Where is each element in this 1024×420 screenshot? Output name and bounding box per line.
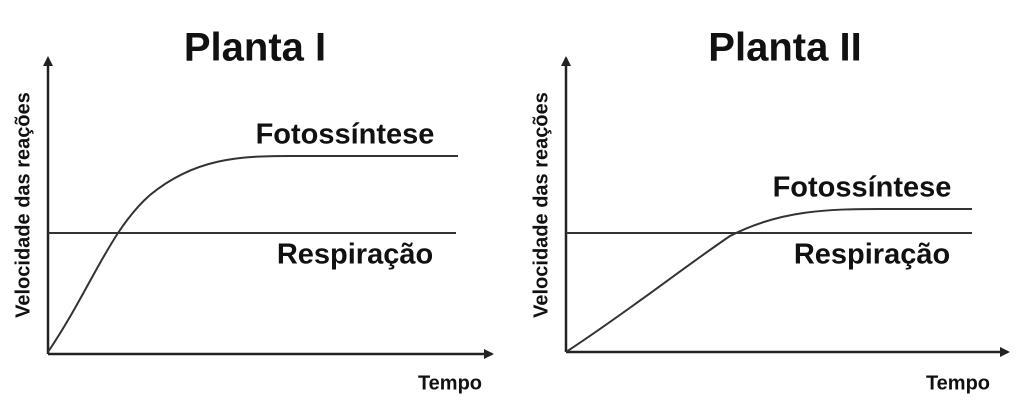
line-label: Respiração — [794, 239, 950, 271]
panel-title: Planta II — [708, 26, 861, 70]
photosynthesis-curve — [565, 208, 972, 353]
y-axis-label: Velocidade das reações — [530, 92, 552, 318]
x-axis-label: Tempo — [926, 372, 990, 394]
panel: Planta I Velocidade das reações Tempo Fo… — [12, 26, 494, 394]
x-axis-label: Tempo — [418, 372, 482, 394]
y-axis-label: Velocidade das reações — [12, 92, 34, 318]
curve-label: Fotossíntese — [773, 172, 952, 204]
panel-title: Planta I — [184, 26, 326, 70]
photosynthesis-curve — [47, 155, 458, 353]
line-label: Respiração — [277, 239, 433, 271]
curve-label: Fotossíntese — [256, 119, 435, 151]
panel: Planta II Velocidade das reações Tempo F… — [530, 26, 1010, 394]
